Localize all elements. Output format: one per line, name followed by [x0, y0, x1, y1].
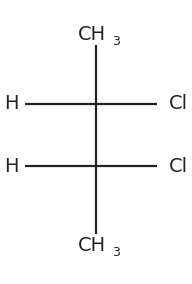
Text: Cl: Cl: [169, 94, 188, 113]
Text: CH: CH: [78, 236, 106, 255]
Text: 3: 3: [112, 35, 120, 48]
Text: H: H: [4, 157, 19, 176]
Text: H: H: [4, 94, 19, 113]
Text: Cl: Cl: [169, 157, 188, 176]
Text: 3: 3: [112, 246, 120, 259]
Text: CH: CH: [78, 25, 106, 43]
